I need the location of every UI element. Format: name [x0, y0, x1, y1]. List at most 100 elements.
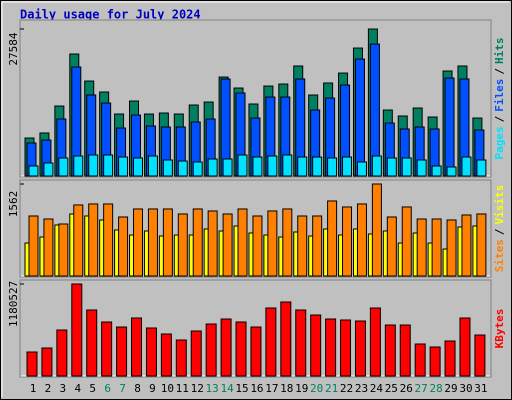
- bar: [73, 155, 84, 177]
- bar: [459, 317, 471, 377]
- bar: [386, 157, 397, 177]
- bar: [41, 347, 53, 377]
- bar: [267, 155, 278, 177]
- bar: [280, 301, 292, 377]
- x-tick-label: 7: [119, 382, 126, 395]
- x-tick-label: 13: [206, 382, 219, 395]
- bar: [118, 216, 129, 277]
- chart-title: Daily usage for July 2024: [20, 8, 201, 22]
- bar: [461, 156, 472, 177]
- x-tick-label: 8: [134, 382, 141, 395]
- bar: [162, 159, 173, 177]
- bar: [267, 210, 278, 277]
- bar: [175, 339, 187, 377]
- bar: [131, 317, 143, 377]
- bar: [342, 156, 353, 177]
- bar: [205, 323, 217, 377]
- x-tick-label: 24: [370, 382, 384, 395]
- x-tick-label: 26: [400, 382, 413, 395]
- bar: [312, 215, 323, 277]
- x-tick-label: 6: [104, 382, 111, 395]
- bar: [101, 321, 113, 377]
- bar: [429, 346, 441, 377]
- x-tick-label: 9: [149, 382, 156, 395]
- bar: [297, 215, 308, 277]
- x-tick-label: 16: [250, 382, 263, 395]
- x-tick-label: 14: [220, 382, 234, 395]
- bar: [116, 326, 128, 377]
- bar: [327, 157, 338, 177]
- bar: [88, 203, 99, 277]
- bar: [444, 340, 456, 377]
- x-tick-label: 17: [265, 382, 278, 395]
- bar: [220, 318, 232, 377]
- bar: [401, 206, 412, 277]
- bar: [133, 157, 144, 177]
- bar: [190, 330, 202, 377]
- bar: [312, 156, 323, 177]
- x-tick-label: 31: [474, 382, 487, 395]
- bar: [416, 218, 427, 277]
- bar: [444, 77, 455, 177]
- bar: [354, 320, 366, 377]
- bar: [207, 158, 218, 177]
- x-tick-label: 3: [60, 382, 67, 395]
- bar: [431, 165, 442, 177]
- bar: [369, 307, 381, 377]
- bar: [26, 351, 38, 377]
- bar: [58, 157, 69, 177]
- bar: [160, 333, 172, 377]
- bar: [237, 154, 248, 177]
- bar: [250, 326, 262, 377]
- y-tick-label: 1562: [7, 191, 20, 218]
- bar: [103, 154, 114, 177]
- bar: [58, 223, 69, 277]
- bar: [342, 206, 353, 277]
- bar: [177, 213, 188, 277]
- bar: [235, 321, 247, 377]
- bar: [222, 158, 233, 177]
- bar: [431, 218, 442, 277]
- legend-entry: Hits: [493, 38, 506, 65]
- x-tick-label: 20: [310, 382, 323, 395]
- legend-entry: Files: [493, 79, 506, 112]
- bar: [192, 161, 203, 177]
- bar: [310, 314, 322, 377]
- legend: KBytes: [493, 309, 506, 349]
- bar: [252, 215, 263, 277]
- bar: [327, 200, 338, 277]
- bar: [118, 156, 129, 177]
- bar: [162, 208, 173, 277]
- bar: [177, 160, 188, 177]
- bar: [28, 165, 39, 177]
- bar: [73, 204, 84, 277]
- y-tick-label: 1180527: [7, 281, 20, 327]
- x-tick-label: 19: [295, 382, 308, 395]
- x-tick-label: 12: [191, 382, 204, 395]
- x-tick-label: 2: [45, 382, 52, 395]
- bar: [147, 208, 158, 277]
- x-tick-label: 30: [459, 382, 472, 395]
- x-tick-label: 4: [74, 382, 81, 395]
- bar: [476, 159, 487, 177]
- x-tick-label: 23: [355, 382, 368, 395]
- bar: [474, 334, 486, 377]
- bar: [71, 283, 83, 377]
- bar: [295, 309, 307, 377]
- bar: [43, 162, 54, 177]
- legend-entry: Visits: [493, 185, 506, 225]
- bar: [356, 161, 367, 177]
- x-tick-label: 5: [89, 382, 96, 395]
- x-tick-label: 29: [444, 382, 457, 395]
- bar: [461, 214, 472, 277]
- bar: [371, 155, 382, 177]
- x-tick-label: 22: [340, 382, 353, 395]
- bar: [28, 215, 39, 277]
- bar: [384, 324, 396, 377]
- bar: [207, 210, 218, 277]
- x-tick-label: 18: [280, 382, 293, 395]
- legend-separator: /: [493, 228, 506, 235]
- legend-separator: /: [493, 115, 506, 122]
- bar: [399, 324, 411, 377]
- x-tick-label: 28: [429, 382, 442, 395]
